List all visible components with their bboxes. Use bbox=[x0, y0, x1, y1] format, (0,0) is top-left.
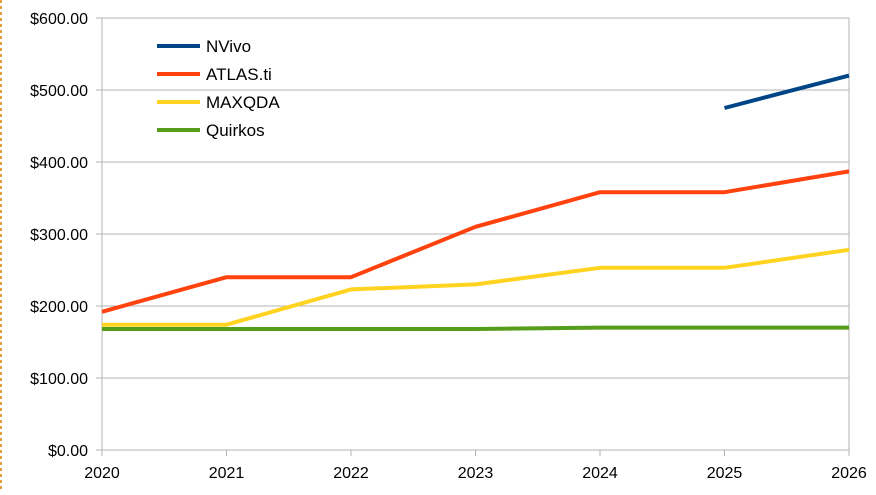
x-axis-tick-labels: 2020 2021 2022 2023 2024 2025 2026 bbox=[84, 465, 867, 482]
legend-item-quirkos: Quirkos bbox=[157, 121, 265, 140]
x-tick-label: 2026 bbox=[831, 465, 867, 482]
legend: NVivo ATLAS.ti MAXQDA Quirkos bbox=[157, 37, 280, 140]
series-lines bbox=[101, 73, 850, 331]
y-tick-label: $100.00 bbox=[30, 371, 88, 388]
left-edge-dashed-border bbox=[0, 0, 2, 490]
legend-item-atlas-ti: ATLAS.ti bbox=[157, 65, 272, 84]
axes bbox=[96, 17, 850, 456]
y-axis-tick-labels: $0.00 $100.00 $200.00 $300.00 $400.00 $500.00… bbox=[30, 11, 88, 460]
x-tick-label: 2021 bbox=[209, 465, 245, 482]
legend-label: NVivo bbox=[206, 37, 251, 56]
series-line-maxqda bbox=[102, 247, 850, 327]
x-tick-label: 2025 bbox=[707, 465, 743, 482]
legend-item-nvivo: NVivo bbox=[157, 37, 251, 56]
legend-label: MAXQDA bbox=[206, 93, 280, 112]
x-tick-label: 2023 bbox=[458, 465, 494, 482]
series-line-atlas-ti bbox=[101, 169, 850, 314]
series-line-nvivo bbox=[723, 73, 850, 110]
y-tick-label: $200.00 bbox=[30, 299, 88, 316]
legend-label: ATLAS.ti bbox=[206, 65, 272, 84]
x-tick-label: 2024 bbox=[582, 465, 618, 482]
x-tick-label: 2022 bbox=[333, 465, 369, 482]
y-tick-label: $0.00 bbox=[48, 443, 88, 460]
y-tick-label: $400.00 bbox=[30, 155, 88, 172]
legend-label: Quirkos bbox=[206, 121, 265, 140]
y-tick-label: $300.00 bbox=[30, 227, 88, 244]
legend-item-maxqda: MAXQDA bbox=[157, 93, 280, 112]
y-tick-label: $600.00 bbox=[30, 11, 88, 28]
y-tick-label: $500.00 bbox=[30, 83, 88, 100]
x-tick-label: 2020 bbox=[84, 465, 120, 482]
series-line-quirkos bbox=[102, 325, 849, 331]
